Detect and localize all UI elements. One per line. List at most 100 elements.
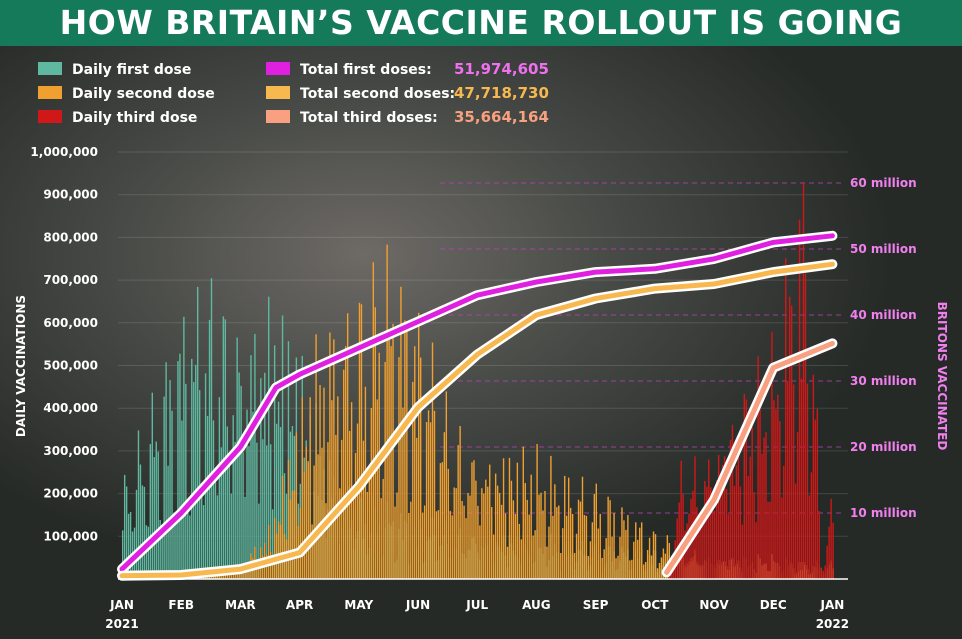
bar-daily-second-dose [554,484,556,579]
bar-daily-second-dose [325,503,327,579]
bar-daily-second-dose [562,528,564,579]
bar-daily-second-dose [491,506,493,579]
bar-daily-second-dose [492,534,495,579]
bar-daily-second-dose [571,513,574,579]
bar-daily-second-dose [487,486,489,579]
bar-daily-first-dose [277,401,280,579]
bar-daily-second-dose [532,535,534,579]
bar-daily-third-dose [725,489,728,579]
bar-daily-second-dose [242,569,244,579]
legend-swatch-total-second-doses [266,86,290,99]
bar-daily-second-dose [370,407,373,579]
bar-daily-second-dose [652,531,655,579]
bar-daily-second-dose [605,538,607,579]
x-tick-label: JAN [820,598,845,612]
bar-daily-second-dose [234,570,236,579]
bar-daily-third-dose [686,523,688,579]
bar-daily-second-dose [587,556,590,579]
bar-daily-second-dose [504,513,507,579]
y-left-tick-label: 100,000 [43,529,98,543]
legend-value-total-third-doses: 35,664,164 [454,108,549,126]
bar-daily-second-dose [542,510,544,579]
bar-daily-second-dose [392,323,394,579]
bar-daily-first-dose [252,411,254,579]
bar-daily-first-dose [254,333,256,579]
bar-daily-third-dose [785,258,787,579]
bar-daily-second-dose [579,501,582,579]
bar-daily-second-dose [451,515,453,579]
bar-daily-second-dose [388,335,390,579]
bar-daily-second-dose [500,504,503,579]
bar-daily-third-dose [717,455,720,579]
bar-daily-second-dose [348,430,351,579]
bar-daily-first-dose [122,530,124,579]
bar-daily-second-dose [489,464,491,579]
bar-daily-second-dose [623,520,625,579]
bar-daily-first-dose [200,488,203,579]
bar-daily-third-dose [755,522,757,579]
bar-daily-second-dose [644,561,647,579]
bar-daily-first-dose [149,444,152,579]
bar-daily-first-dose [175,522,177,579]
legend-label-total-second-doses: Total second doses: [300,86,455,102]
bar-daily-first-dose [127,513,130,579]
bar-daily-second-dose [518,523,521,579]
bar-daily-first-dose [212,420,215,579]
bar-daily-first-dose [151,392,153,579]
bar-daily-third-dose [682,493,684,579]
bar-daily-second-dose [214,574,217,579]
bar-daily-third-dose [735,465,738,579]
bar-daily-third-dose [818,510,820,579]
bar-daily-second-dose [437,510,440,579]
bar-daily-first-dose [153,457,155,579]
bar-daily-third-dose [747,476,749,579]
bar-daily-second-dose [303,471,305,579]
bar-daily-second-dose [230,574,232,579]
bar-daily-second-dose [291,490,294,579]
bar-daily-second-dose [333,339,335,579]
bar-daily-first-dose [202,505,205,579]
bar-daily-second-dose [528,514,530,579]
bar-daily-second-dose [313,465,315,579]
bar-daily-third-dose [712,498,714,579]
bar-daily-first-dose [279,427,282,579]
bar-daily-second-dose [439,463,442,579]
bar-daily-second-dose [648,537,651,579]
bar-daily-first-dose [185,383,187,579]
bar-daily-first-dose [157,451,159,579]
bar-daily-second-dose [597,528,599,579]
bar-daily-first-dose [256,442,258,579]
bar-daily-first-dose [214,470,217,579]
legend-value-total-first-doses: 51,974,605 [454,60,549,78]
bar-daily-second-dose [271,563,274,579]
bar-daily-first-dose [210,278,213,579]
x-tick-label: MAR [225,598,255,612]
bar-daily-first-dose [161,525,163,579]
bar-daily-first-dose [270,444,272,579]
y-right-tick-label: 40 million [850,308,917,322]
bar-daily-second-dose [412,381,414,579]
bar-daily-second-dose [443,432,446,579]
bar-daily-third-dose [715,480,718,579]
bar-daily-third-dose [802,181,805,579]
bar-daily-second-dose [327,442,329,579]
bar-daily-first-dose [273,345,276,579]
bar-daily-third-dose [743,393,745,579]
x-tick-label: JUN [405,598,430,612]
legend-label-daily-first-dose: Daily first dose [72,62,191,78]
bar-daily-second-dose [321,447,323,579]
bar-daily-second-dose [575,533,578,579]
bar-daily-second-dose [569,507,572,579]
bar-daily-second-dose [617,555,619,579]
bar-daily-second-dose [390,346,392,579]
x-tick-label: APR [286,598,313,612]
bar-daily-second-dose [656,568,659,579]
bar-daily-second-dose [287,460,290,579]
bar-daily-second-dose [346,313,349,579]
bar-daily-third-dose [700,514,702,579]
bar-daily-second-dose [516,462,519,579]
bar-daily-third-dose [828,526,830,579]
bar-daily-second-dose [654,534,657,579]
bar-daily-third-dose [763,437,765,579]
legend-swatch-daily-second-dose [38,86,62,99]
